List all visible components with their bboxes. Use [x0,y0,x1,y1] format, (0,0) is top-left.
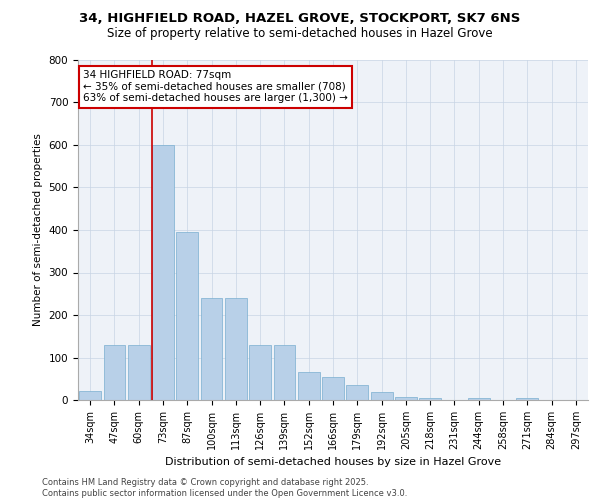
Bar [225,298,247,400]
Bar [419,398,441,400]
Bar [298,372,320,400]
Bar [395,396,417,400]
X-axis label: Distribution of semi-detached houses by size in Hazel Grove: Distribution of semi-detached houses by … [165,458,501,468]
Text: Contains HM Land Registry data © Crown copyright and database right 2025.
Contai: Contains HM Land Registry data © Crown c… [42,478,407,498]
Bar [176,232,198,400]
Bar [322,376,344,400]
Bar [517,398,538,400]
Bar [152,145,174,400]
Bar [249,345,271,400]
Text: 34 HIGHFIELD ROAD: 77sqm
← 35% of semi-detached houses are smaller (708)
63% of : 34 HIGHFIELD ROAD: 77sqm ← 35% of semi-d… [83,70,348,103]
Bar [371,392,392,400]
Bar [346,385,368,400]
Y-axis label: Number of semi-detached properties: Number of semi-detached properties [33,134,43,326]
Bar [104,345,125,400]
Text: 34, HIGHFIELD ROAD, HAZEL GROVE, STOCKPORT, SK7 6NS: 34, HIGHFIELD ROAD, HAZEL GROVE, STOCKPO… [79,12,521,26]
Bar [128,345,149,400]
Text: Size of property relative to semi-detached houses in Hazel Grove: Size of property relative to semi-detach… [107,28,493,40]
Bar [274,345,295,400]
Bar [200,298,223,400]
Bar [79,390,101,400]
Bar [468,398,490,400]
